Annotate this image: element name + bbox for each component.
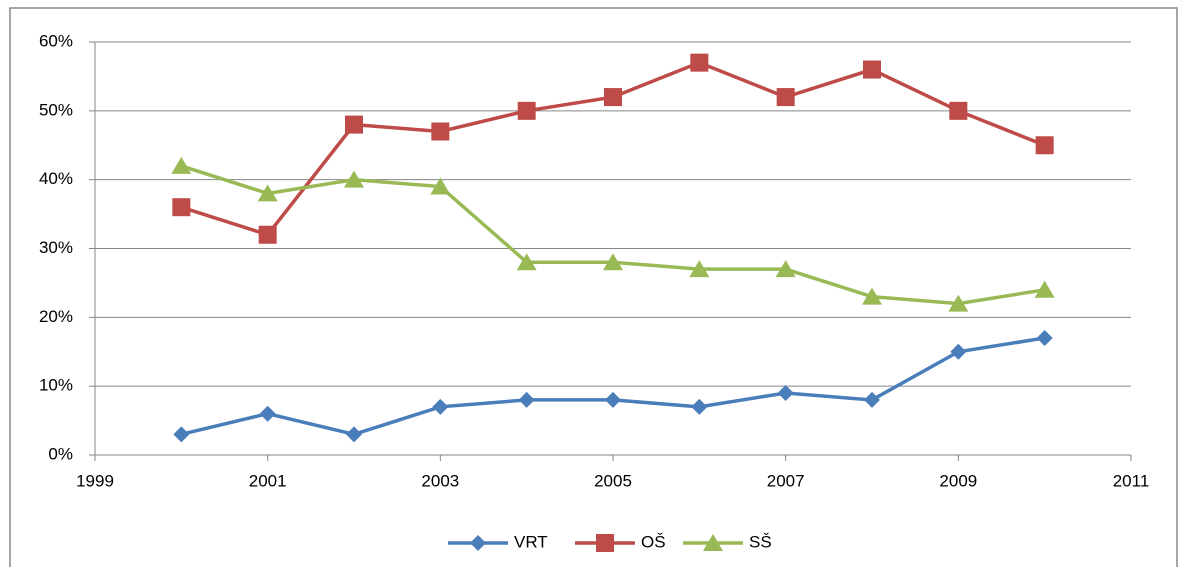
y-tick-label: 40% <box>39 169 73 188</box>
diamond-marker <box>470 535 486 551</box>
square-marker <box>172 198 191 217</box>
triangle-marker <box>948 294 969 312</box>
diamond-marker <box>605 391 621 408</box>
square-marker <box>258 225 277 244</box>
triangle-marker <box>516 253 537 271</box>
diamond-marker <box>259 405 276 422</box>
x-tick-label: 2011 <box>1113 471 1150 490</box>
x-tick-label: 1999 <box>76 471 114 490</box>
square-marker <box>949 101 968 120</box>
triangle-marker <box>603 253 623 271</box>
y-tick-label: 10% <box>39 376 73 395</box>
triangle-marker <box>703 534 723 551</box>
x-tick-label: 2001 <box>249 471 287 490</box>
square-marker <box>604 88 622 107</box>
square-marker <box>863 60 881 79</box>
diamond-marker <box>950 343 967 360</box>
square-marker <box>690 53 709 72</box>
series-line <box>180 164 1045 306</box>
y-tick-label: 50% <box>39 100 73 119</box>
diamond-marker <box>173 426 190 443</box>
square-marker <box>596 534 614 552</box>
triangle-marker <box>430 177 451 195</box>
diamond-marker <box>777 385 794 402</box>
legend-label: SŠ <box>749 532 772 551</box>
square-marker <box>1035 136 1054 155</box>
x-tick-label: 2009 <box>939 471 977 490</box>
triangle-marker <box>775 260 796 278</box>
y-tick-label: 20% <box>39 307 73 326</box>
triangle-marker <box>689 260 710 278</box>
legend-label: VRT <box>514 532 548 551</box>
diamond-marker <box>518 391 535 408</box>
square-marker <box>345 115 363 134</box>
y-tick-label: 30% <box>39 238 73 257</box>
triangle-marker <box>1034 280 1055 298</box>
diamond-marker <box>1036 329 1053 346</box>
diamond-marker <box>346 426 362 443</box>
y-tick-label: 60% <box>39 31 73 50</box>
x-tick-label: 2003 <box>421 471 459 490</box>
x-tick-label: 2007 <box>767 471 805 490</box>
triangle-marker <box>344 170 364 188</box>
triangle-marker <box>171 156 192 174</box>
x-tick-label: 2005 <box>594 471 632 490</box>
square-marker <box>776 88 795 107</box>
triangle-marker <box>257 184 278 202</box>
legend-label: OŠ <box>641 532 666 551</box>
triangle-marker <box>862 287 882 305</box>
y-tick-label: 0% <box>48 444 73 463</box>
diamond-marker <box>432 398 449 415</box>
diamond-marker <box>864 391 880 408</box>
diamond-marker <box>691 398 708 415</box>
square-marker <box>431 122 450 141</box>
chart-frame <box>9 7 1178 567</box>
square-marker <box>517 101 536 120</box>
